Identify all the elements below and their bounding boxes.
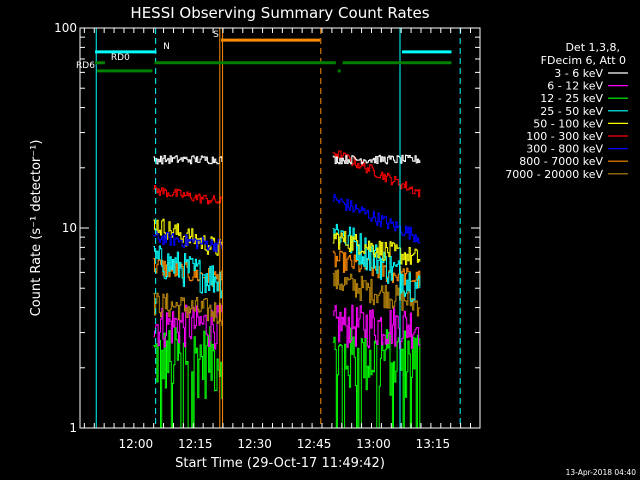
series-line-7-seg-1 [153, 230, 223, 253]
legend-label-2: 6 - 12 keV [547, 80, 603, 93]
flag-label-s: S [213, 30, 219, 40]
series-line-4-seg-1 [153, 245, 223, 299]
x-tick-label-1200: 12:00 [119, 437, 154, 451]
legend-label-3: 12 - 25 keV [540, 92, 603, 105]
series-line-9-seg-1 [153, 292, 223, 326]
series-line-1-seg-2 [332, 154, 421, 165]
legend-label-5: 50 - 100 keV [533, 117, 603, 130]
series-line-9-seg-2 [332, 269, 421, 317]
legend-label-1: 3 - 6 keV [554, 67, 603, 80]
x-tick-label-1245: 12:45 [297, 437, 332, 451]
flag-label-rd0: RD0 [111, 53, 130, 63]
legend-label-6: 100 - 300 keV [526, 130, 603, 143]
series-line-3-seg-1 [153, 326, 223, 429]
legend-label-7: 300 - 800 keV [526, 143, 603, 156]
x-tick-label-1215: 12:15 [178, 437, 213, 451]
flag-label-rd6: RD6 [76, 61, 95, 71]
x-axis-label: Start Time (29-Oct-17 11:49:42) [175, 456, 385, 471]
series-line-6-seg-2 [332, 150, 421, 198]
series-line-2-seg-2 [332, 304, 421, 349]
x-tick-label-1300: 13:00 [356, 437, 391, 451]
series-line-5-seg-2 [332, 231, 421, 266]
chart-title: HESSI Observing Summary Count Rates [130, 4, 429, 22]
series-line-6-seg-1 [153, 185, 223, 205]
series-line-5-seg-1 [153, 218, 223, 256]
series-line-4-seg-2 [332, 223, 421, 302]
series-line-3-seg-2 [332, 327, 421, 429]
y-axis-label: Count Rate (s⁻¹ detector⁻¹) [29, 140, 44, 317]
legend-label-4: 25 - 50 keV [540, 105, 603, 118]
footer-timestamp: 13-Apr-2018 04:40 [566, 468, 637, 477]
legend-label-8: 800 - 7000 keV [519, 155, 603, 168]
flag-label-n: N [163, 42, 170, 52]
x-tick-label-1230: 12:30 [237, 437, 272, 451]
legend-header-decimation: FDecim 6, Att 0 [541, 54, 626, 67]
y-tick-label-100: 100 [54, 21, 77, 35]
y-tick-label-10: 10 [62, 221, 77, 235]
series-line-7-seg-2 [332, 194, 421, 244]
legend-header-detectors: Det 1,3,8, [565, 41, 620, 54]
legend-label-9: 7000 - 20000 keV [505, 168, 603, 181]
series-line-1-seg-1 [153, 155, 223, 165]
y-tick-label-1: 1 [69, 421, 77, 435]
x-tick-label-1315: 13:15 [416, 437, 451, 451]
